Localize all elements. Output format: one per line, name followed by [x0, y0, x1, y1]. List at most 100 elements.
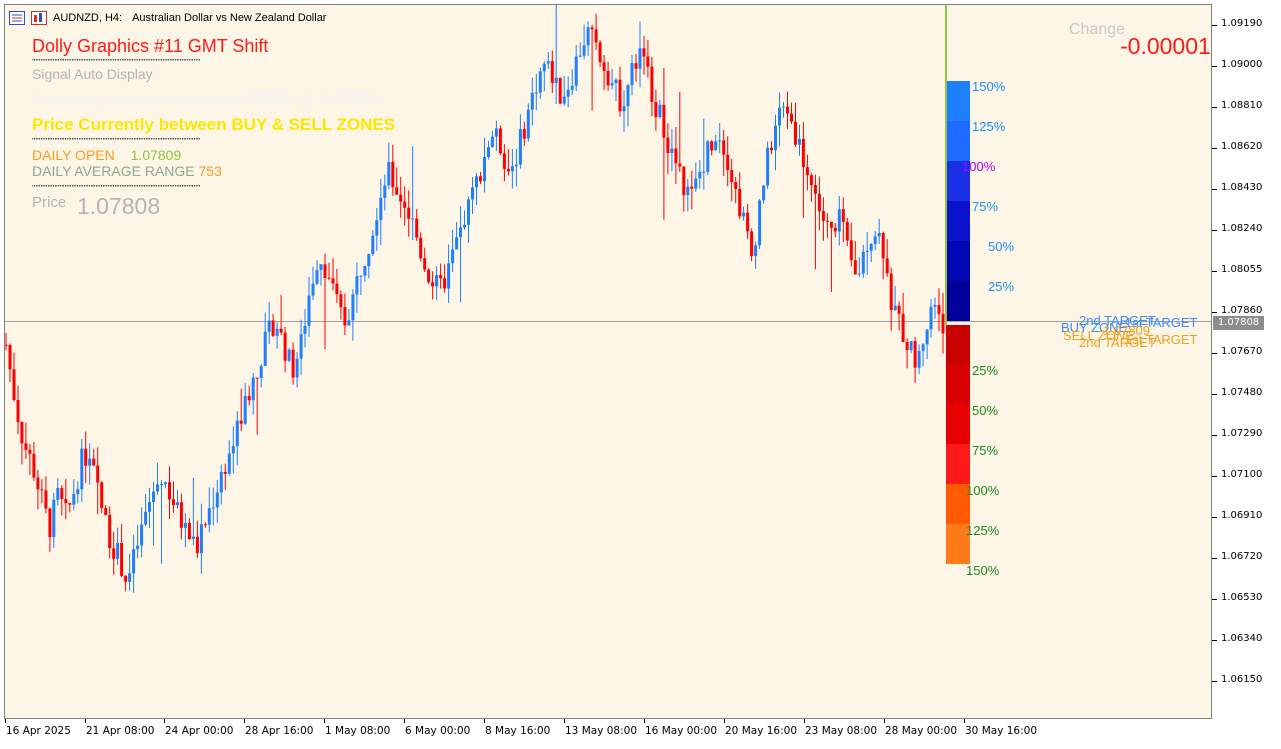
candle-body: [120, 543, 124, 576]
candle-body: [52, 499, 56, 538]
candle-body: [160, 484, 163, 486]
candle-body: [339, 294, 343, 308]
chart-list-icon[interactable]: [9, 11, 25, 25]
candle-body: [766, 147, 770, 186]
price-tick-label: 1.06910: [1221, 510, 1263, 522]
chart-area[interactable]: AUDNZD, H4: Australian Dollar vs New Zea…: [4, 4, 1212, 719]
candle-body: [626, 85, 630, 107]
candle-body: [100, 482, 104, 508]
sell-zone-pct-label: 100%: [966, 483, 1000, 498]
time-tick-label: 21 Apr 08:00: [86, 725, 155, 737]
time-tick-mark: [804, 719, 805, 723]
candle-body: [267, 320, 271, 332]
candle-body: [849, 240, 853, 261]
daily-average-range-row: DAILY AVERAGE RANGE 753: [32, 163, 222, 179]
candle-body: [710, 141, 714, 151]
candle-body: [315, 270, 319, 284]
candle-body: [351, 294, 355, 321]
candle-body: [658, 104, 662, 118]
candle-body: [251, 377, 255, 401]
candle-body: [467, 199, 470, 225]
candle-body: [921, 344, 925, 351]
candle-body: [510, 166, 514, 172]
chart-window-icon[interactable]: [31, 11, 47, 25]
candle-body: [355, 276, 359, 295]
candle-body: [443, 278, 447, 289]
candle-body: [48, 508, 52, 538]
candle-body: [786, 106, 789, 114]
change-value: -0.00001: [1120, 33, 1211, 59]
symbol-label: AUDNZD, H4:: [53, 12, 123, 24]
candle-body: [40, 489, 44, 491]
candle-body: [925, 329, 929, 345]
candle-body: [96, 465, 100, 483]
sell-zone-pct-label: 50%: [972, 403, 999, 418]
buy-zone-pct-label: 100%: [962, 159, 996, 174]
candle-body: [869, 243, 873, 251]
candle-body: [383, 185, 387, 198]
candle-body: [367, 254, 371, 267]
candle-body: [801, 139, 805, 168]
candle-body: [893, 305, 897, 311]
candle-body: [778, 107, 781, 126]
time-tick-label: 6 May 00:00: [405, 725, 471, 737]
price-tick-label: 1.08055: [1221, 264, 1263, 276]
candle-body: [391, 161, 395, 188]
candle-body: [873, 236, 877, 244]
candle-body: [112, 548, 116, 559]
candle-body: [203, 524, 207, 526]
candle-body: [172, 499, 175, 506]
target-label: 2nd TARGET: [1079, 313, 1156, 328]
price-axis[interactable]: 1.09190 1.09000 1.08810 1.08620 1.08430 1.082…: [1212, 4, 1281, 719]
candle-body: [32, 453, 36, 478]
candle-body: [371, 235, 375, 254]
candle-body: [379, 197, 383, 221]
candle-body: [239, 420, 243, 424]
price-tick-mark: [1212, 435, 1217, 437]
candle-body: [698, 171, 702, 179]
candle-body: [522, 129, 526, 139]
candle-body: [554, 77, 558, 83]
price-tick-mark: [1212, 558, 1217, 560]
price-tick-mark: [1212, 148, 1217, 150]
candle-body: [132, 549, 136, 574]
candle-body: [833, 227, 837, 232]
price-tick-label: 1.08240: [1221, 223, 1263, 235]
candle-body: [929, 306, 933, 330]
separator-2: ''''''''''''''''''''''''''''''''''''''''…: [32, 138, 201, 144]
candle-body: [634, 63, 638, 69]
candle-body: [534, 92, 538, 94]
candle-body: [291, 349, 295, 378]
candle-body: [283, 332, 287, 361]
price-tick-mark: [1212, 66, 1217, 68]
candle-body: [774, 125, 777, 151]
candle-body: [646, 56, 650, 67]
candle-body: [502, 153, 506, 169]
candle-body: [387, 161, 391, 186]
candle-body: [80, 448, 84, 490]
sell-zone-pct-label: 75%: [972, 443, 999, 458]
candle-body: [905, 342, 909, 350]
candle-body: [917, 351, 921, 368]
candle-body: [92, 458, 96, 466]
candle-body: [861, 251, 865, 274]
candle-body: [319, 264, 323, 270]
candle-body: [60, 488, 64, 499]
buy-zone-pct-label: 25%: [988, 279, 1015, 294]
candle-body: [666, 137, 670, 153]
candle-body: [674, 148, 678, 164]
candle-body: [622, 106, 626, 112]
candle-body: [223, 471, 227, 474]
candle-body: [889, 273, 893, 311]
dar-label: DAILY AVERAGE RANGE: [32, 163, 195, 179]
candle-body: [8, 345, 12, 370]
time-axis[interactable]: 16 Apr 2025 21 Apr 08:00 24 Apr 00:00 28 Ap…: [0, 719, 1212, 749]
candle-body: [794, 121, 797, 145]
candle-body: [455, 237, 459, 250]
candle-body: [36, 477, 40, 490]
sell-zone-pct-label: 150%: [966, 563, 1000, 578]
time-tick-mark: [85, 719, 86, 723]
time-tick-mark: [324, 719, 325, 723]
candle-body: [758, 200, 762, 246]
candle-body: [550, 61, 554, 83]
